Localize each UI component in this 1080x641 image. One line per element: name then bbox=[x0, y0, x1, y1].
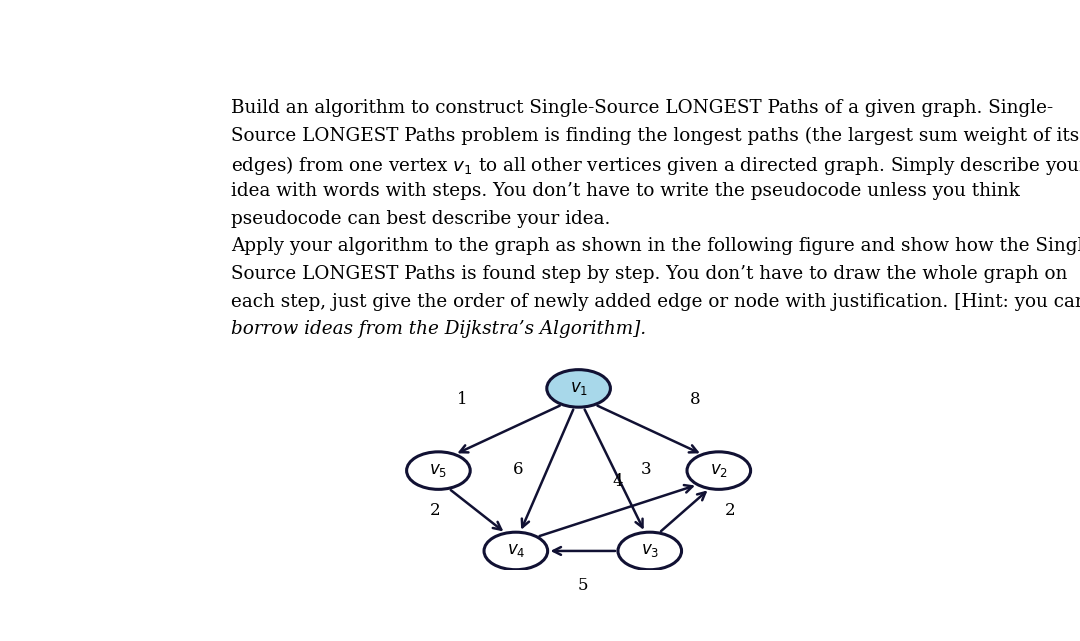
Text: 8: 8 bbox=[689, 392, 700, 408]
Text: 2: 2 bbox=[725, 503, 735, 519]
Text: 6: 6 bbox=[513, 461, 523, 478]
Text: 4: 4 bbox=[612, 472, 623, 490]
Ellipse shape bbox=[687, 452, 751, 489]
Text: $v_3$: $v_3$ bbox=[640, 542, 659, 560]
Text: Build an algorithm to construct Single-Source LONGEST Paths of a given graph. Si: Build an algorithm to construct Single-S… bbox=[231, 99, 1053, 117]
Ellipse shape bbox=[484, 532, 548, 570]
Text: edges) from one vertex $v_1$ to all other vertices given a directed graph. Simpl: edges) from one vertex $v_1$ to all othe… bbox=[231, 154, 1080, 178]
Text: idea with words with steps. You don’t have to write the pseudocode unless you th: idea with words with steps. You don’t ha… bbox=[231, 182, 1021, 200]
Text: $v_4$: $v_4$ bbox=[507, 542, 525, 560]
Text: 1: 1 bbox=[457, 392, 468, 408]
Text: $v_5$: $v_5$ bbox=[430, 462, 447, 479]
Text: Source LONGEST Paths problem is finding the longest paths (the largest sum weigh: Source LONGEST Paths problem is finding … bbox=[231, 127, 1080, 145]
Text: Apply your algorithm to the graph as shown in the following figure and show how : Apply your algorithm to the graph as sho… bbox=[231, 237, 1080, 255]
Ellipse shape bbox=[618, 532, 681, 570]
Text: 5: 5 bbox=[578, 577, 588, 594]
Text: each step, just give the order of newly added edge or node with justification. [: each step, just give the order of newly … bbox=[231, 292, 1080, 311]
Text: $v_1$: $v_1$ bbox=[569, 380, 588, 397]
Ellipse shape bbox=[406, 452, 470, 489]
Text: pseudocode can best describe your idea.: pseudocode can best describe your idea. bbox=[231, 210, 610, 228]
Text: 2: 2 bbox=[430, 503, 441, 519]
Text: $v_2$: $v_2$ bbox=[710, 462, 728, 479]
Ellipse shape bbox=[546, 370, 610, 407]
Text: 3: 3 bbox=[640, 461, 651, 478]
Text: borrow ideas from the Dijkstra’s Algorithm].: borrow ideas from the Dijkstra’s Algorit… bbox=[231, 320, 646, 338]
Text: Source LONGEST Paths is found step by step. You don’t have to draw the whole gra: Source LONGEST Paths is found step by st… bbox=[231, 265, 1068, 283]
